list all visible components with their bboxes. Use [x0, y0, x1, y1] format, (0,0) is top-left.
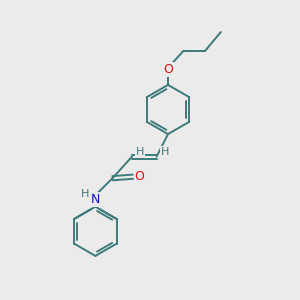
Text: H: H: [136, 147, 145, 157]
Text: H: H: [81, 189, 90, 200]
Text: O: O: [163, 63, 173, 76]
Text: O: O: [135, 170, 144, 183]
Text: N: N: [91, 193, 100, 206]
Text: H: H: [161, 147, 169, 157]
